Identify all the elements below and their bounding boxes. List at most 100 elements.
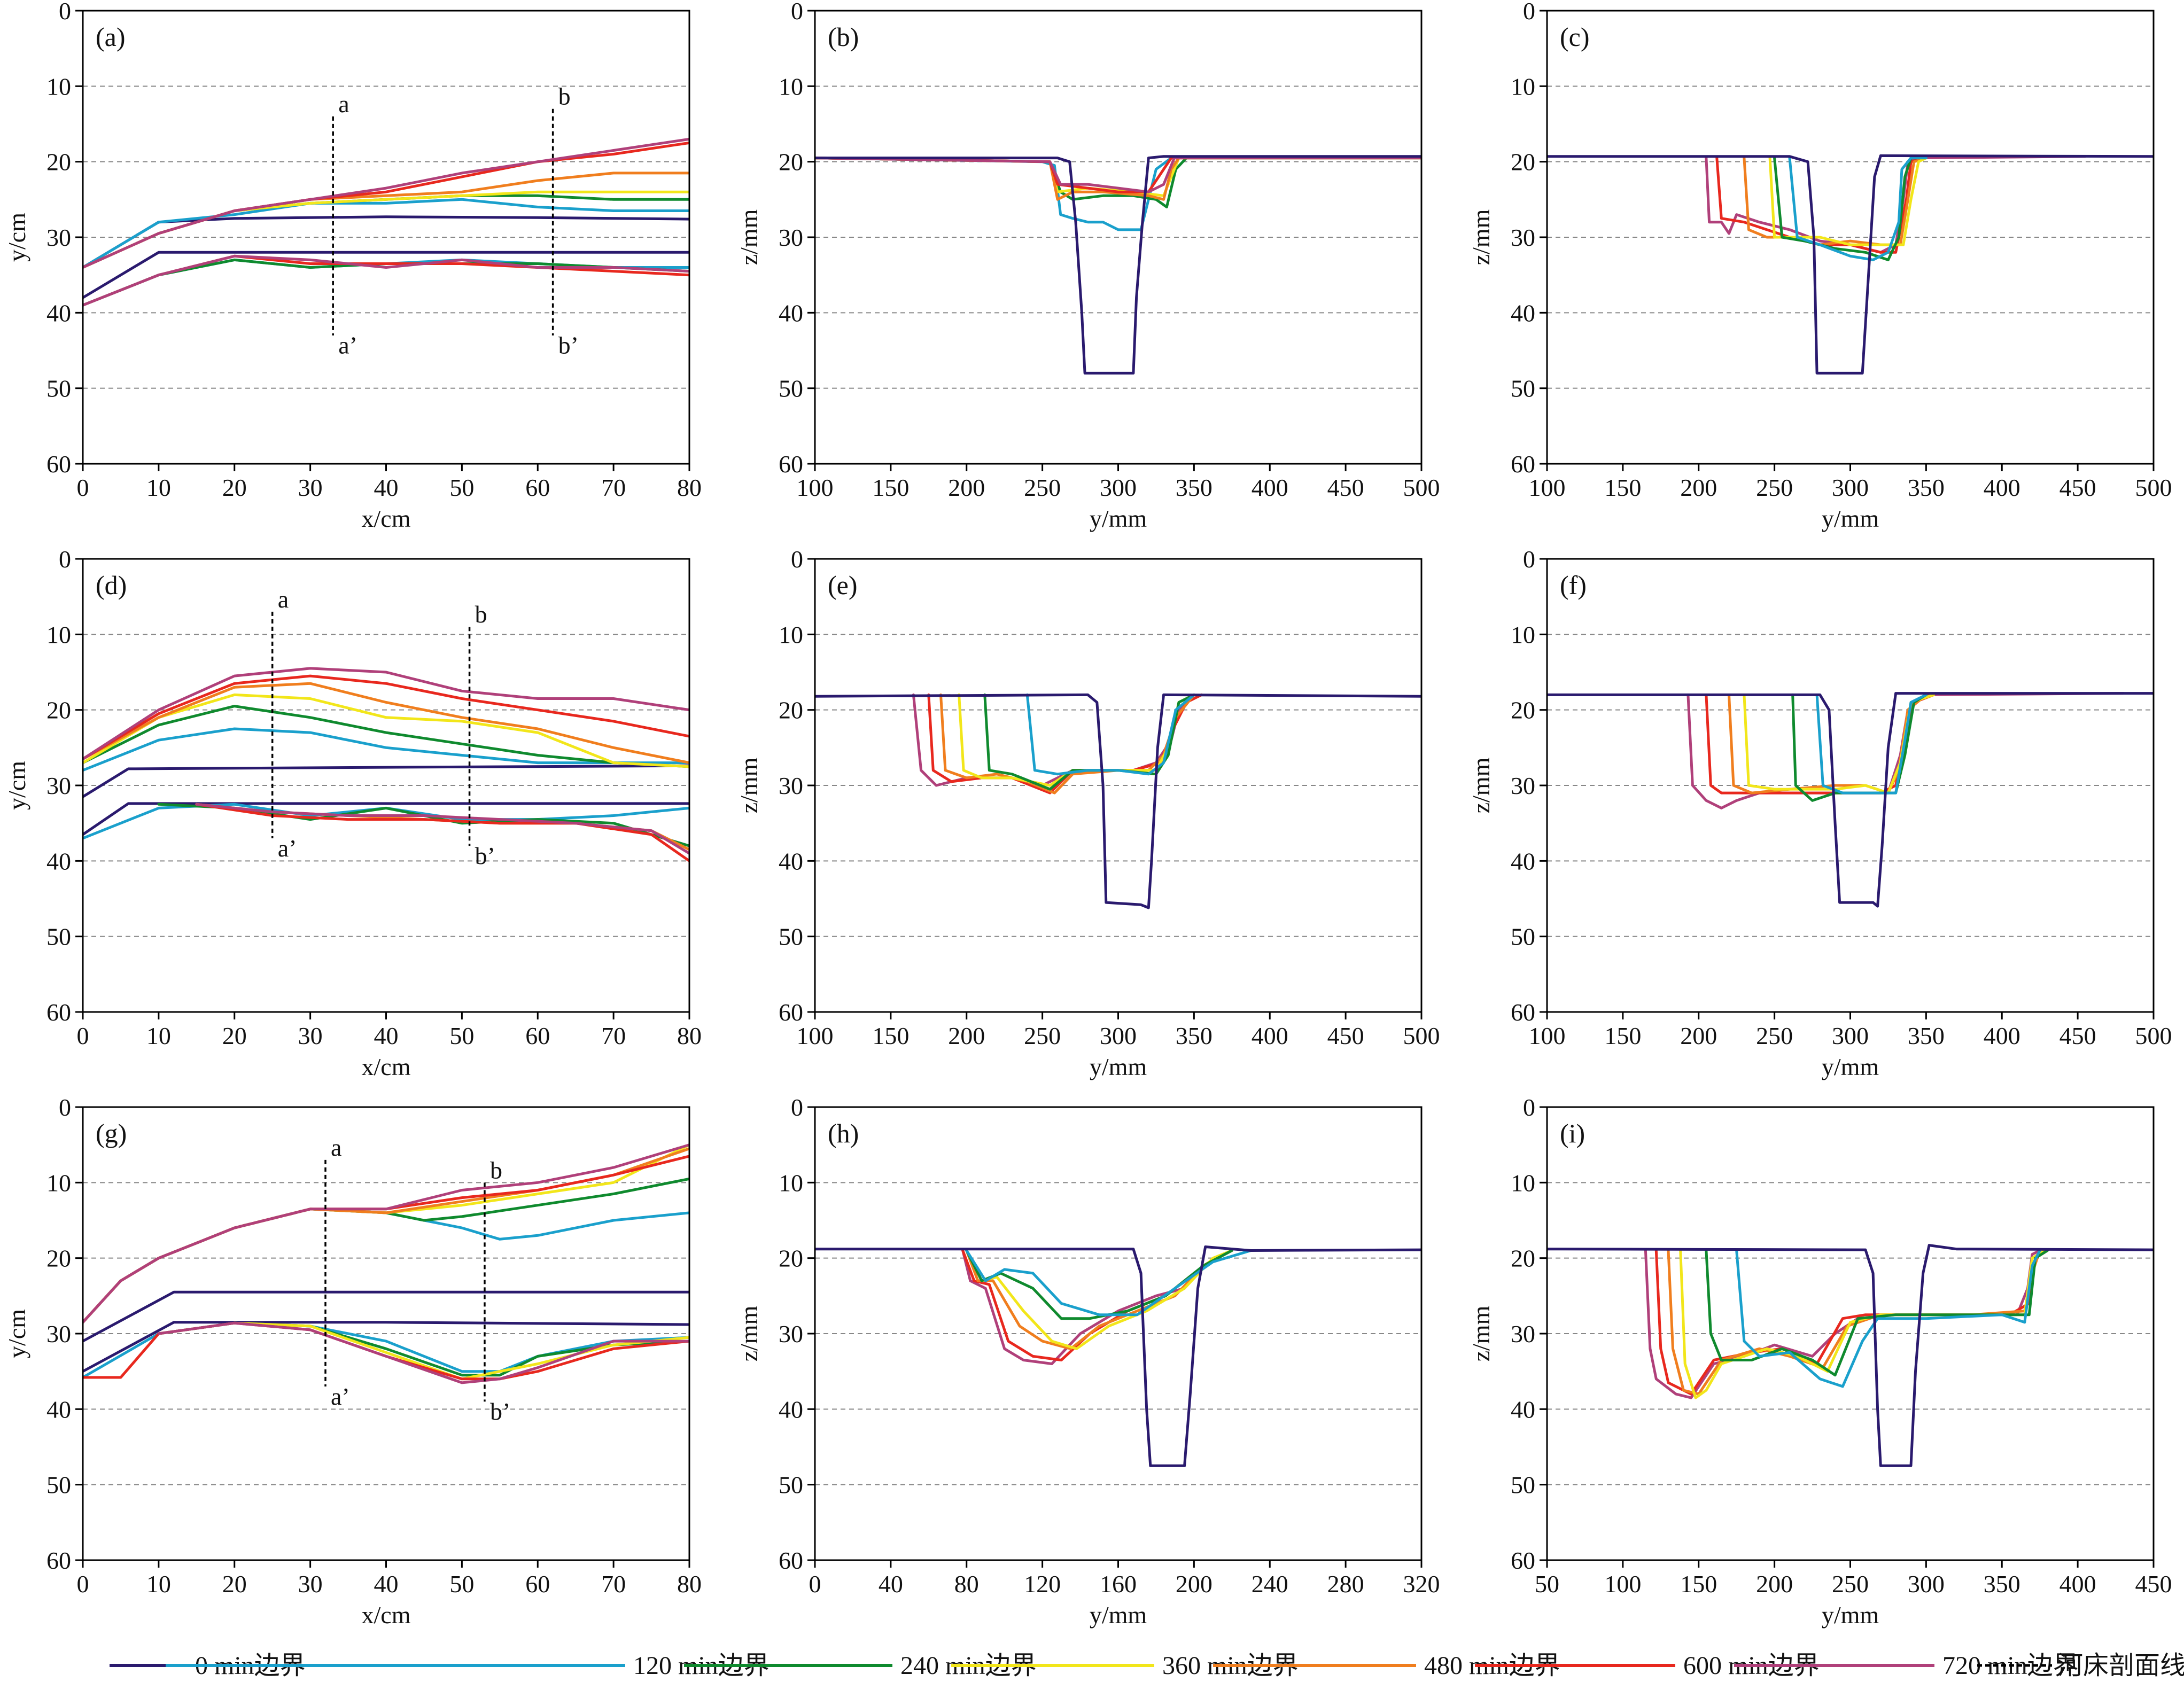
section-top-label: a (278, 586, 289, 613)
series-line-t720 (815, 157, 1421, 193)
y-tick-label: 10 (1511, 73, 1535, 100)
y-axis-title: y/cm (3, 761, 30, 810)
x-tick-label: 150 (872, 1022, 909, 1049)
x-tick-label: 10 (146, 1570, 171, 1598)
panel-label: (c) (1560, 22, 1590, 52)
series-line-t0 (815, 155, 1421, 375)
x-tick-label: 150 (1604, 474, 1641, 501)
x-tick-label: 150 (872, 474, 909, 501)
y-tick-label: 30 (1511, 772, 1535, 799)
x-tick-label: 300 (1100, 1022, 1137, 1049)
x-tick-label: 80 (677, 1570, 702, 1598)
y-tick-label: 30 (779, 772, 803, 799)
x-axis-title: y/mm (1822, 1601, 1879, 1629)
x-tick-label: 150 (1680, 1570, 1717, 1598)
y-tick-label: 0 (1523, 0, 1535, 25)
series-line-t720 (1644, 1249, 2041, 1399)
x-tick-label: 350 (1908, 474, 1945, 501)
x-tick-label: 240 (1252, 1570, 1288, 1598)
series-line-t0 (83, 1321, 689, 1373)
x-tick-label: 10 (146, 474, 171, 501)
y-tick-label: 20 (46, 697, 71, 724)
y-axis-title: z/mm (735, 209, 763, 265)
x-tick-label: 300 (1832, 1022, 1869, 1049)
x-tick-label: 120 (1024, 1570, 1061, 1598)
x-axis-title: x/cm (362, 1601, 411, 1629)
x-tick-label: 280 (1327, 1570, 1364, 1598)
x-tick-label: 250 (1832, 1570, 1869, 1598)
y-tick-label: 60 (779, 1547, 803, 1574)
panel-label: (f) (1560, 570, 1587, 600)
x-tick-label: 200 (948, 1022, 985, 1049)
series-line-t600 (83, 674, 689, 760)
panel-label: (a) (96, 22, 126, 52)
x-tick-label: 0 (809, 1570, 821, 1598)
x-tick-label: 450 (1327, 474, 1364, 501)
x-tick-label: 500 (1403, 1022, 1440, 1049)
series-line-t720 (83, 137, 689, 269)
x-tick-label: 60 (525, 474, 550, 501)
series-line-t0 (83, 251, 689, 299)
y-tick-label: 30 (779, 1320, 803, 1348)
x-tick-label: 80 (677, 1022, 702, 1049)
series-group (815, 1245, 1421, 1467)
series-line-t120 (815, 157, 1421, 231)
panel-label: (b) (828, 22, 859, 52)
y-tick-label: 20 (779, 149, 803, 176)
x-tick-label: 450 (2135, 1570, 2172, 1598)
x-tick-label: 250 (1756, 474, 1793, 501)
legend: 0 min边界 120 min边界 240 min边界 360 min边界 480 mi… (110, 1652, 2184, 1680)
y-tick-label: 60 (1511, 450, 1535, 478)
x-tick-label: 300 (1832, 474, 1869, 501)
y-tick-label: 0 (59, 1094, 71, 1121)
y-tick-label: 60 (46, 450, 71, 478)
y-tick-label: 40 (779, 847, 803, 875)
x-tick-label: 100 (1529, 1022, 1566, 1049)
section-bottom-label: b’ (475, 842, 495, 869)
x-tick-label: 70 (601, 474, 626, 501)
y-tick-label: 40 (46, 1396, 71, 1423)
x-tick-label: 60 (525, 1570, 550, 1598)
y-tick-label: 50 (779, 375, 803, 402)
y-axis-title: y/cm (3, 1309, 30, 1358)
y-tick-label: 60 (46, 999, 71, 1026)
x-tick-label: 50 (449, 1570, 474, 1598)
series-line-t120 (965, 1249, 1253, 1317)
x-tick-label: 200 (1176, 1570, 1213, 1598)
y-axis-title: z/mm (1467, 1305, 1495, 1361)
y-tick-label: 10 (1511, 621, 1535, 648)
section-top-label: a (338, 90, 349, 118)
series-line-t120 (1025, 693, 1195, 776)
x-tick-label: 50 (1535, 1570, 1559, 1598)
series-line-t720 (83, 254, 689, 307)
series-line-t0 (83, 764, 689, 798)
x-tick-label: 0 (77, 474, 89, 501)
x-axis-title: y/mm (1822, 505, 1879, 532)
x-tick-label: 450 (1327, 1022, 1364, 1049)
x-tick-label: 80 (954, 1570, 979, 1598)
x-tick-label: 70 (601, 1570, 626, 1598)
y-tick-label: 30 (46, 224, 71, 251)
series-line-t720 (195, 803, 689, 855)
x-tick-label: 40 (374, 1022, 399, 1049)
section-bottom-label: b’ (490, 1398, 510, 1425)
x-tick-label: 40 (374, 1570, 399, 1598)
series-line-t720 (157, 1321, 689, 1384)
x-tick-label: 320 (1403, 1570, 1440, 1598)
section-top-label: b (490, 1156, 502, 1183)
y-tick-label: 0 (791, 1094, 803, 1121)
x-tick-label: 400 (1252, 1022, 1288, 1049)
panel-label: (d) (96, 570, 127, 600)
y-tick-label: 40 (1511, 847, 1535, 875)
y-tick-label: 50 (779, 1471, 803, 1499)
section-top-label: a (331, 1134, 341, 1161)
panel-label: (h) (828, 1118, 859, 1148)
